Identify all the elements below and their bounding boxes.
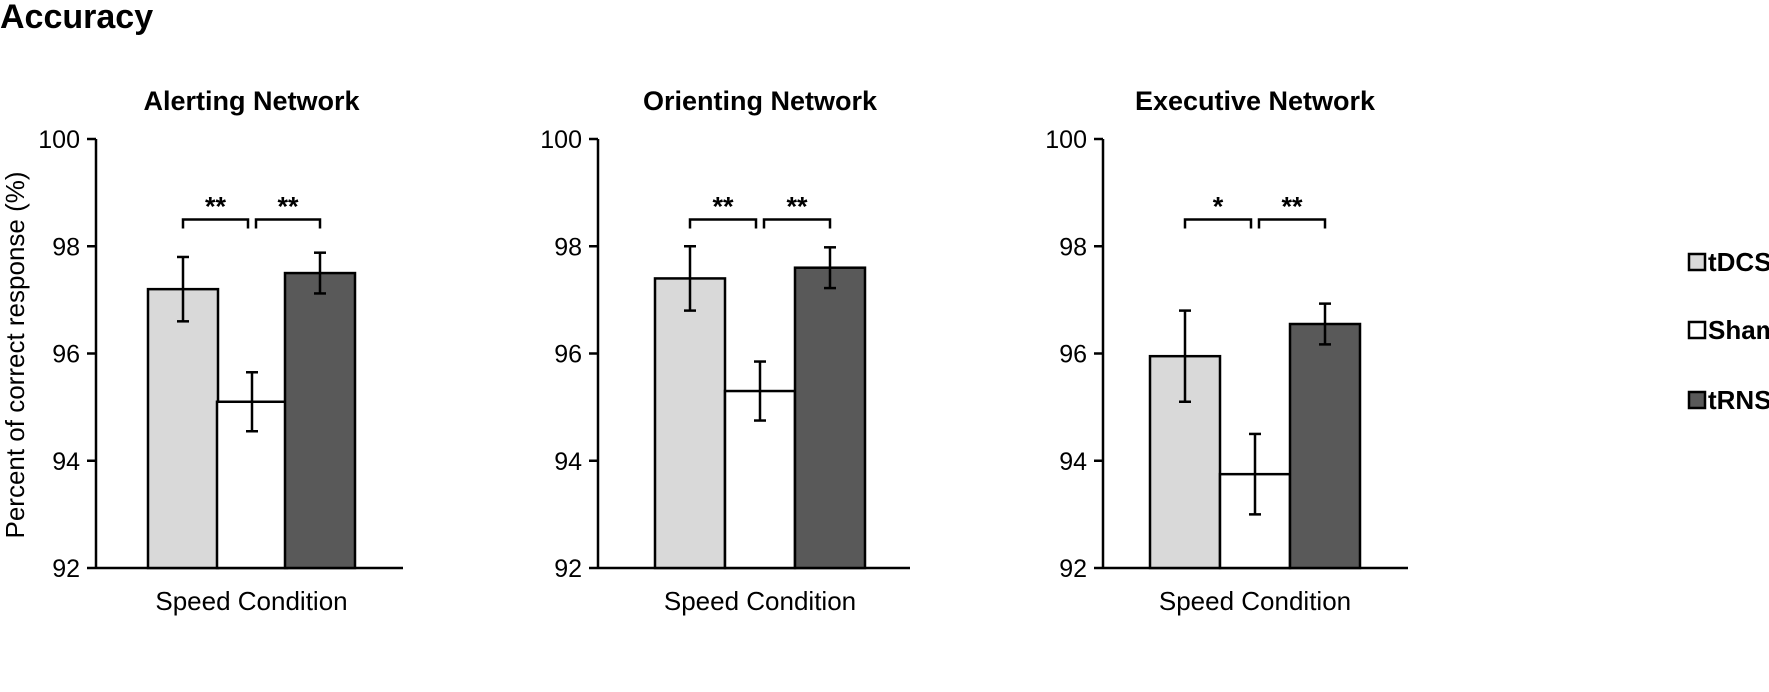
x-axis-label: Speed Condition <box>1159 586 1351 616</box>
error-bar-sham <box>1249 432 1261 516</box>
significance-bracket: ** <box>688 191 758 229</box>
bar-tdcs <box>653 277 727 570</box>
legend-item-sham: Sham <box>1687 315 1769 345</box>
significance-label: ** <box>786 191 808 221</box>
panel-title: Executive Network <box>1135 86 1376 116</box>
panel-title: Alerting Network <box>143 86 360 116</box>
significance-bracket: ** <box>1257 191 1327 229</box>
figure-title: Accuracy <box>0 0 153 36</box>
error-bar-sham <box>754 360 766 422</box>
legend-label: Sham <box>1708 315 1769 345</box>
error-bar-trns <box>1319 302 1331 346</box>
bar-tdcs <box>146 287 220 570</box>
bar-trns <box>793 266 867 570</box>
significance-label: ** <box>277 191 299 221</box>
significance-label: * <box>1213 191 1224 221</box>
legend-label: tDCS <box>1708 247 1769 277</box>
legend-item-trns: tRNS <box>1687 385 1769 415</box>
significance-label: ** <box>712 191 734 221</box>
y-axis-label: Percent of correct response (%) <box>0 171 30 538</box>
chart-panel-3: Executive Network 92 94 96 98 100 Speed Condit… <box>1045 86 1408 616</box>
y-tick-label: 96 <box>554 341 582 369</box>
significance-bracket: * <box>1183 191 1253 229</box>
y-tick-label: 94 <box>554 448 582 476</box>
x-axis-label: Speed Condition <box>155 586 347 616</box>
y-tick-label: 98 <box>52 233 80 261</box>
y-tick-label: 96 <box>1059 341 1087 369</box>
x-axis-label: Speed Condition <box>664 586 856 616</box>
panel-title: Orienting Network <box>643 86 878 116</box>
chart-panels: Alerting Network 92 94 96 98 100 Speed Conditi… <box>38 86 1408 616</box>
legend-item-tdcs: tDCS <box>1687 247 1769 277</box>
legend: tDCS Sham tRNS <box>1687 247 1769 415</box>
significance-label: ** <box>205 191 227 221</box>
error-bar-trns <box>824 246 836 290</box>
error-bar-tdcs <box>1179 309 1191 404</box>
significance-label: ** <box>1281 191 1303 221</box>
y-tick-label: 96 <box>52 341 80 369</box>
error-bar-trns <box>314 251 326 295</box>
error-bar-sham <box>246 371 258 433</box>
error-bar-tdcs <box>684 245 696 312</box>
y-tick-label: 94 <box>52 448 80 476</box>
significance-bracket: ** <box>762 191 832 229</box>
y-tick-label: 98 <box>1059 233 1087 261</box>
y-tick-label: 94 <box>1059 448 1087 476</box>
y-tick-label: 92 <box>554 555 582 583</box>
chart-panel-2: Orienting Network 92 94 96 98 100 Speed Condit… <box>540 86 910 616</box>
y-tick-label: 92 <box>52 555 80 583</box>
bar-trns <box>1288 322 1362 570</box>
y-tick-label: 100 <box>38 126 80 154</box>
y-tick-label: 98 <box>554 233 582 261</box>
chart-panel-1: Alerting Network 92 94 96 98 100 Speed Conditi… <box>38 86 403 616</box>
significance-bracket: ** <box>254 191 322 229</box>
legend-swatch <box>1687 252 1707 272</box>
y-tick-label: 100 <box>540 126 582 154</box>
error-bar-tdcs <box>177 255 189 323</box>
legend-label: tRNS <box>1708 385 1769 415</box>
significance-bracket: ** <box>181 191 250 229</box>
y-tick-label: 92 <box>1059 555 1087 583</box>
legend-swatch <box>1687 320 1707 340</box>
bar-trns <box>283 271 357 570</box>
legend-swatch <box>1687 390 1707 410</box>
y-tick-label: 100 <box>1045 126 1087 154</box>
